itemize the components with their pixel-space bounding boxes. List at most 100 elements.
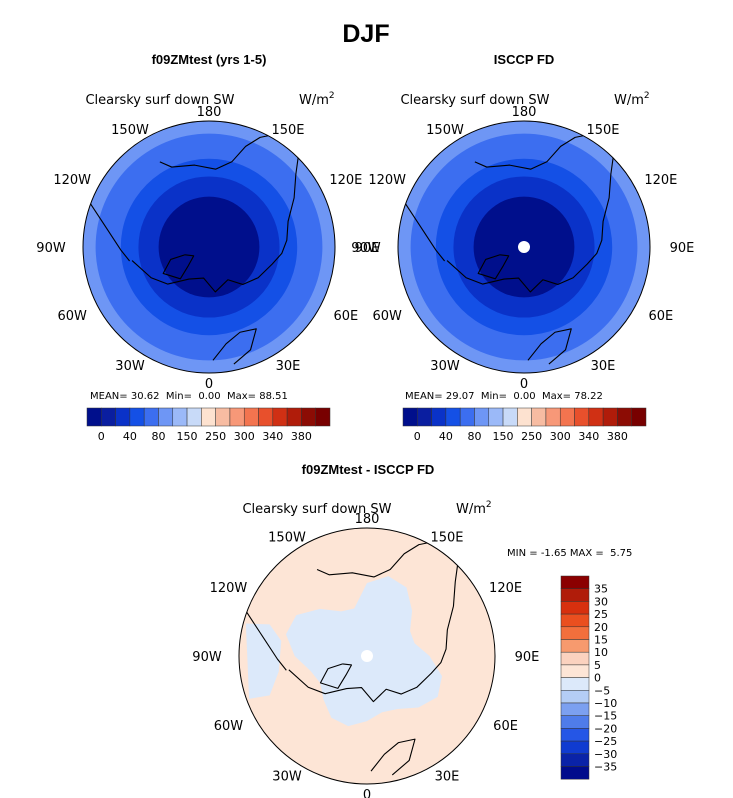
figure-title: DJF [342, 20, 389, 48]
colorbar-swatch [502, 407, 518, 427]
colorbar-swatch [560, 575, 590, 589]
colorbar-tick: 340 [262, 430, 283, 443]
panel-model-units-base: W/m [299, 93, 329, 108]
lon-label: 30E [276, 359, 301, 374]
lon-label: 60W [57, 309, 87, 324]
stats-obs-mean: 29.07 [446, 391, 475, 402]
colorbar-swatch [301, 407, 316, 427]
colorbar-swatch [560, 740, 590, 755]
colorbar-swatch [315, 407, 331, 427]
lon-label: 150W [426, 123, 464, 138]
lon-label: 120E [329, 173, 362, 188]
colorbar-swatch [129, 407, 145, 427]
lon-label: 60W [214, 719, 244, 734]
colorbar-swatch [172, 407, 188, 427]
stats-model-max: 88.51 [259, 391, 288, 402]
colorbar-swatch [243, 407, 259, 427]
colorbar-tick: −5 [594, 684, 610, 697]
coastline-3 [474, 135, 584, 170]
colorbar-tick: 380 [291, 430, 312, 443]
stats-diff-max-label: MAX = [570, 548, 604, 559]
colorbar-tick: 250 [521, 430, 542, 443]
lon-label: 60E [333, 309, 358, 324]
colorbar-swatch [545, 407, 561, 427]
stats-obs-max-label: Max= [542, 391, 571, 402]
colorbar-swatch [143, 407, 159, 427]
colorbar-swatch [101, 407, 116, 427]
colorbar-tick: 35 [594, 583, 608, 596]
colorbar-tick: 150 [493, 430, 514, 443]
colorbar-tick: 300 [234, 430, 255, 443]
lon-label: 150E [586, 123, 619, 138]
lon-label: 120W [53, 173, 91, 188]
colorbar-model: 0 40 80 150 250 300 340 380 [86, 407, 331, 443]
coastline-1 [246, 611, 287, 671]
lon-label: 60E [648, 309, 673, 324]
colorbar-tick: −15 [594, 710, 617, 723]
missing-pole-marker [518, 241, 530, 253]
stats-model-mean: 30.62 [131, 391, 160, 402]
colorbar-swatch [560, 651, 590, 666]
colorbar-tick: 20 [594, 621, 608, 634]
colorbar-tick: −10 [594, 697, 617, 710]
coastline-1 [405, 203, 446, 262]
coastline-4 [370, 738, 416, 776]
colorbar-swatch [560, 588, 590, 602]
colorbar-tick: 25 [594, 608, 608, 621]
lon-label: 90W [351, 241, 381, 256]
panel-model-field: Clearsky surf down SW [85, 93, 234, 108]
colorbar-swatch [488, 407, 504, 427]
colorbar-swatch [588, 407, 604, 427]
panel-obs-units-base: W/m [614, 93, 644, 108]
colorbar-swatch [158, 407, 174, 427]
colorbar-tick: −30 [594, 748, 617, 761]
lon-label: 150E [430, 530, 463, 545]
panel-model-units-exp: 2 [329, 91, 335, 101]
colorbar-swatch [215, 407, 231, 427]
map-model [82, 120, 336, 374]
lon-label: 120E [489, 581, 522, 596]
coastline-0 [131, 157, 299, 293]
colorbar-swatch [115, 407, 131, 427]
lon-label: 120W [368, 173, 406, 188]
coastline-3 [159, 135, 269, 170]
stats-obs: MEAN= 29.07 Min= 0.00 Max= 78.22 [405, 391, 603, 402]
colorbar-obs: 0 40 80 150 250 300 340 380 [402, 407, 647, 443]
colorbar-tick: 10 [594, 646, 608, 659]
missing-pole-marker [361, 650, 373, 662]
lon-label: 30E [435, 770, 460, 785]
lon-label: 0 [205, 377, 213, 392]
panel-diff-units: W/m2 [456, 500, 492, 517]
lon-label: 90W [36, 241, 66, 256]
colorbar-swatch [229, 407, 245, 427]
colorbar-swatch [560, 664, 590, 678]
colorbar-swatch [617, 407, 632, 427]
panel-diff: f09ZMtest - ISCCP FD Clearsky surf down … [192, 462, 632, 798]
coastline-2 [162, 254, 195, 280]
stats-model-max-label: Max= [227, 391, 256, 402]
lon-label: 0 [520, 377, 528, 392]
panel-obs-field: Clearsky surf down SW [400, 93, 549, 108]
lon-label: 180 [355, 512, 380, 527]
stats-diff-max: 5.75 [610, 548, 632, 559]
lon-label: 30W [272, 770, 302, 785]
colorbar-tick: 15 [594, 634, 608, 647]
panel-obs: ISCCP FD Clearsky surf down SW W/m2 1801… [351, 52, 694, 443]
colorbar-swatch [560, 690, 590, 704]
colorbar-tick: 340 [578, 430, 599, 443]
colorbar-tick: 300 [550, 430, 571, 443]
colorbar-swatch [560, 613, 590, 628]
colorbar-tick: 0 [98, 430, 105, 443]
lon-label: 120W [210, 581, 248, 596]
colorbar-swatch [201, 407, 216, 427]
colorbar-swatch [560, 728, 590, 742]
colorbar-swatch [531, 407, 547, 427]
coastline-2 [477, 254, 510, 280]
colorbar-swatch [560, 715, 590, 729]
panel-obs-units-exp: 2 [644, 91, 650, 101]
colorbar-swatch [602, 407, 618, 427]
colorbar-swatch [560, 766, 590, 780]
colorbar-swatch [272, 407, 288, 427]
colorbar-swatch [631, 407, 647, 427]
map-border [397, 120, 651, 374]
